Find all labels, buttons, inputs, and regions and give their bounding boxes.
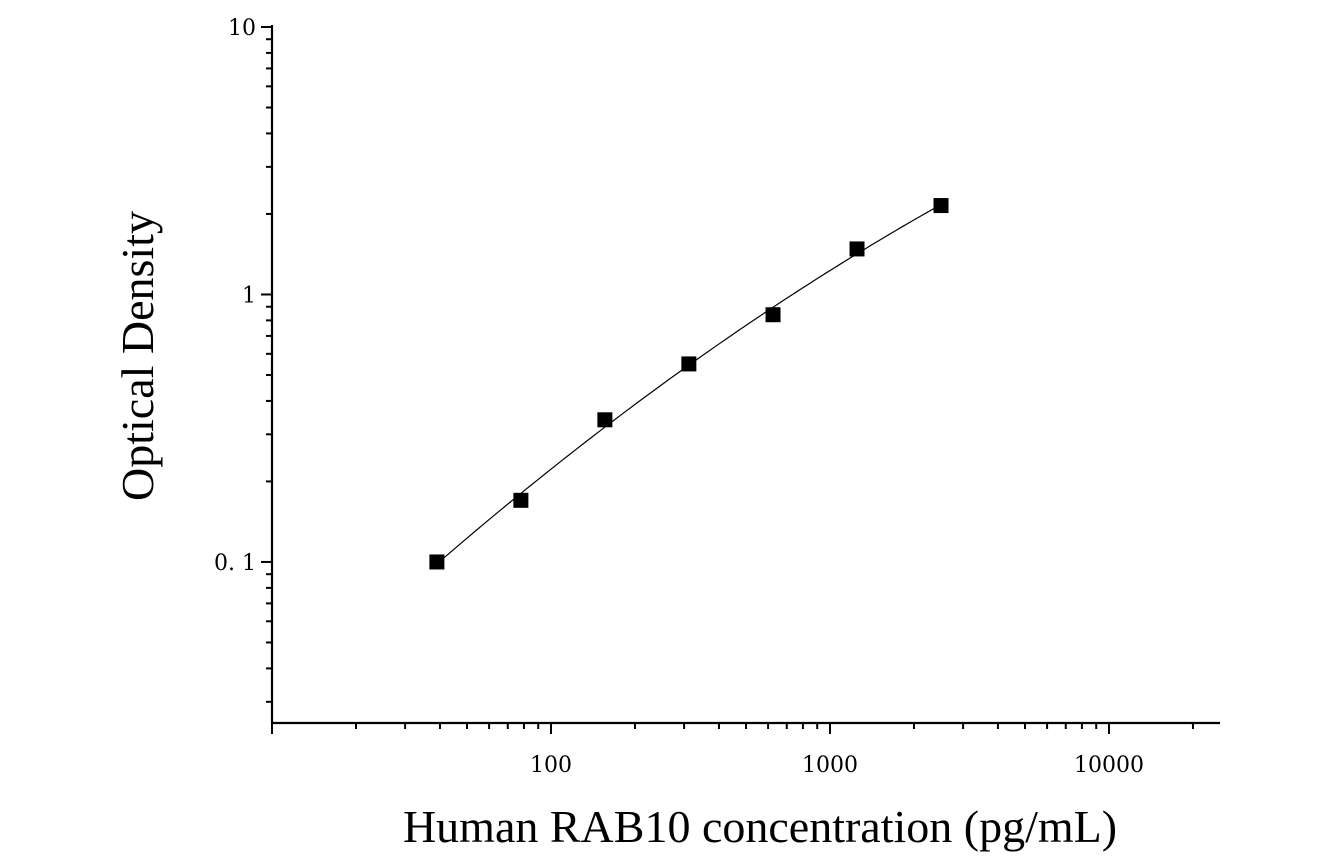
x-tick-label-10000: 10000 (1074, 753, 1144, 778)
data-point (597, 412, 613, 428)
y-axis-ticks (261, 26, 272, 703)
x-axis-title: Human RAB10 concentration (pg/mL) (403, 801, 1117, 852)
x-tick-labels: 100 1000 10000 (530, 753, 1144, 778)
data-point (849, 241, 865, 257)
y-tick-label-10: 10 (228, 16, 256, 41)
x-tick-label-1000: 1000 (802, 753, 858, 778)
y-axis-title: Optical Density (112, 211, 163, 501)
y-tick-labels: 0. 1 1 10 (214, 16, 256, 576)
data-point (513, 492, 529, 508)
data-points (429, 198, 949, 570)
data-point (765, 307, 781, 323)
y-tick-label-1: 1 (242, 283, 256, 308)
data-point (933, 198, 949, 214)
x-tick-label-100: 100 (530, 753, 572, 778)
x-axis-ticks (271, 723, 1194, 734)
fit-curve (436, 204, 942, 565)
data-point (429, 554, 445, 570)
data-point (681, 356, 697, 372)
y-tick-label-0-1: 0. 1 (214, 551, 256, 576)
